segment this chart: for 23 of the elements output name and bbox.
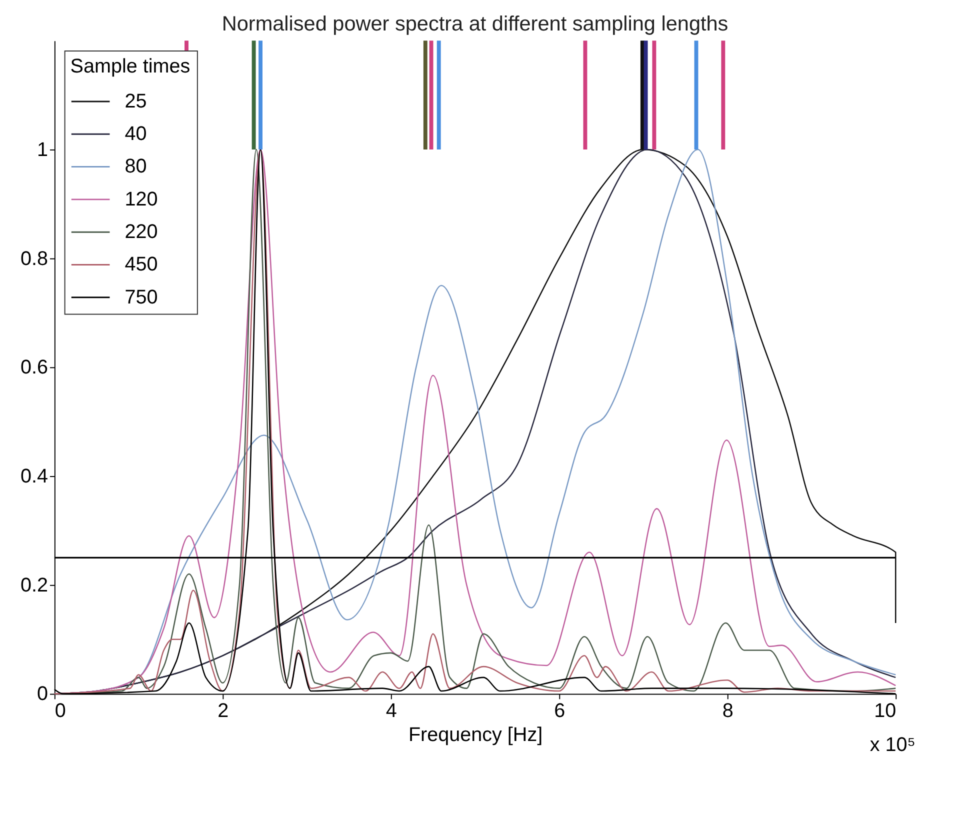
x-tick-label: 8 (722, 700, 734, 722)
legend-label: 220 (124, 221, 158, 244)
x-tick-label: 2 (218, 700, 229, 722)
text: x 10⁵ (870, 734, 916, 756)
legend-label: 750 (124, 286, 158, 308)
y-tick-label: 0.2 (20, 574, 48, 596)
y-tick-label: 0.6 (20, 356, 48, 379)
legend-label: 40 (124, 123, 147, 146)
chart-title: Normalised power spectra at different sampling lengths (222, 12, 728, 36)
legend-label: 80 (124, 156, 147, 178)
x-tick-label: 6 (554, 700, 566, 722)
legend-label: 25 (124, 90, 147, 112)
y-tick-label: 0.4 (20, 465, 48, 488)
y-tick-label: 0.8 (20, 248, 48, 270)
y-tick-label: 1 (36, 138, 48, 161)
x-tick-label: 4 (386, 700, 397, 722)
x-axis-title: Frequency [Hz] (408, 724, 543, 746)
legend-label: 450 (124, 254, 158, 276)
x-tick-label: 10 (874, 700, 896, 722)
legend-label: 120 (124, 188, 158, 210)
y-tick-label: 0 (36, 683, 48, 706)
legend-title: Sample times (70, 55, 190, 78)
x-tick-label: 0 (54, 700, 66, 722)
